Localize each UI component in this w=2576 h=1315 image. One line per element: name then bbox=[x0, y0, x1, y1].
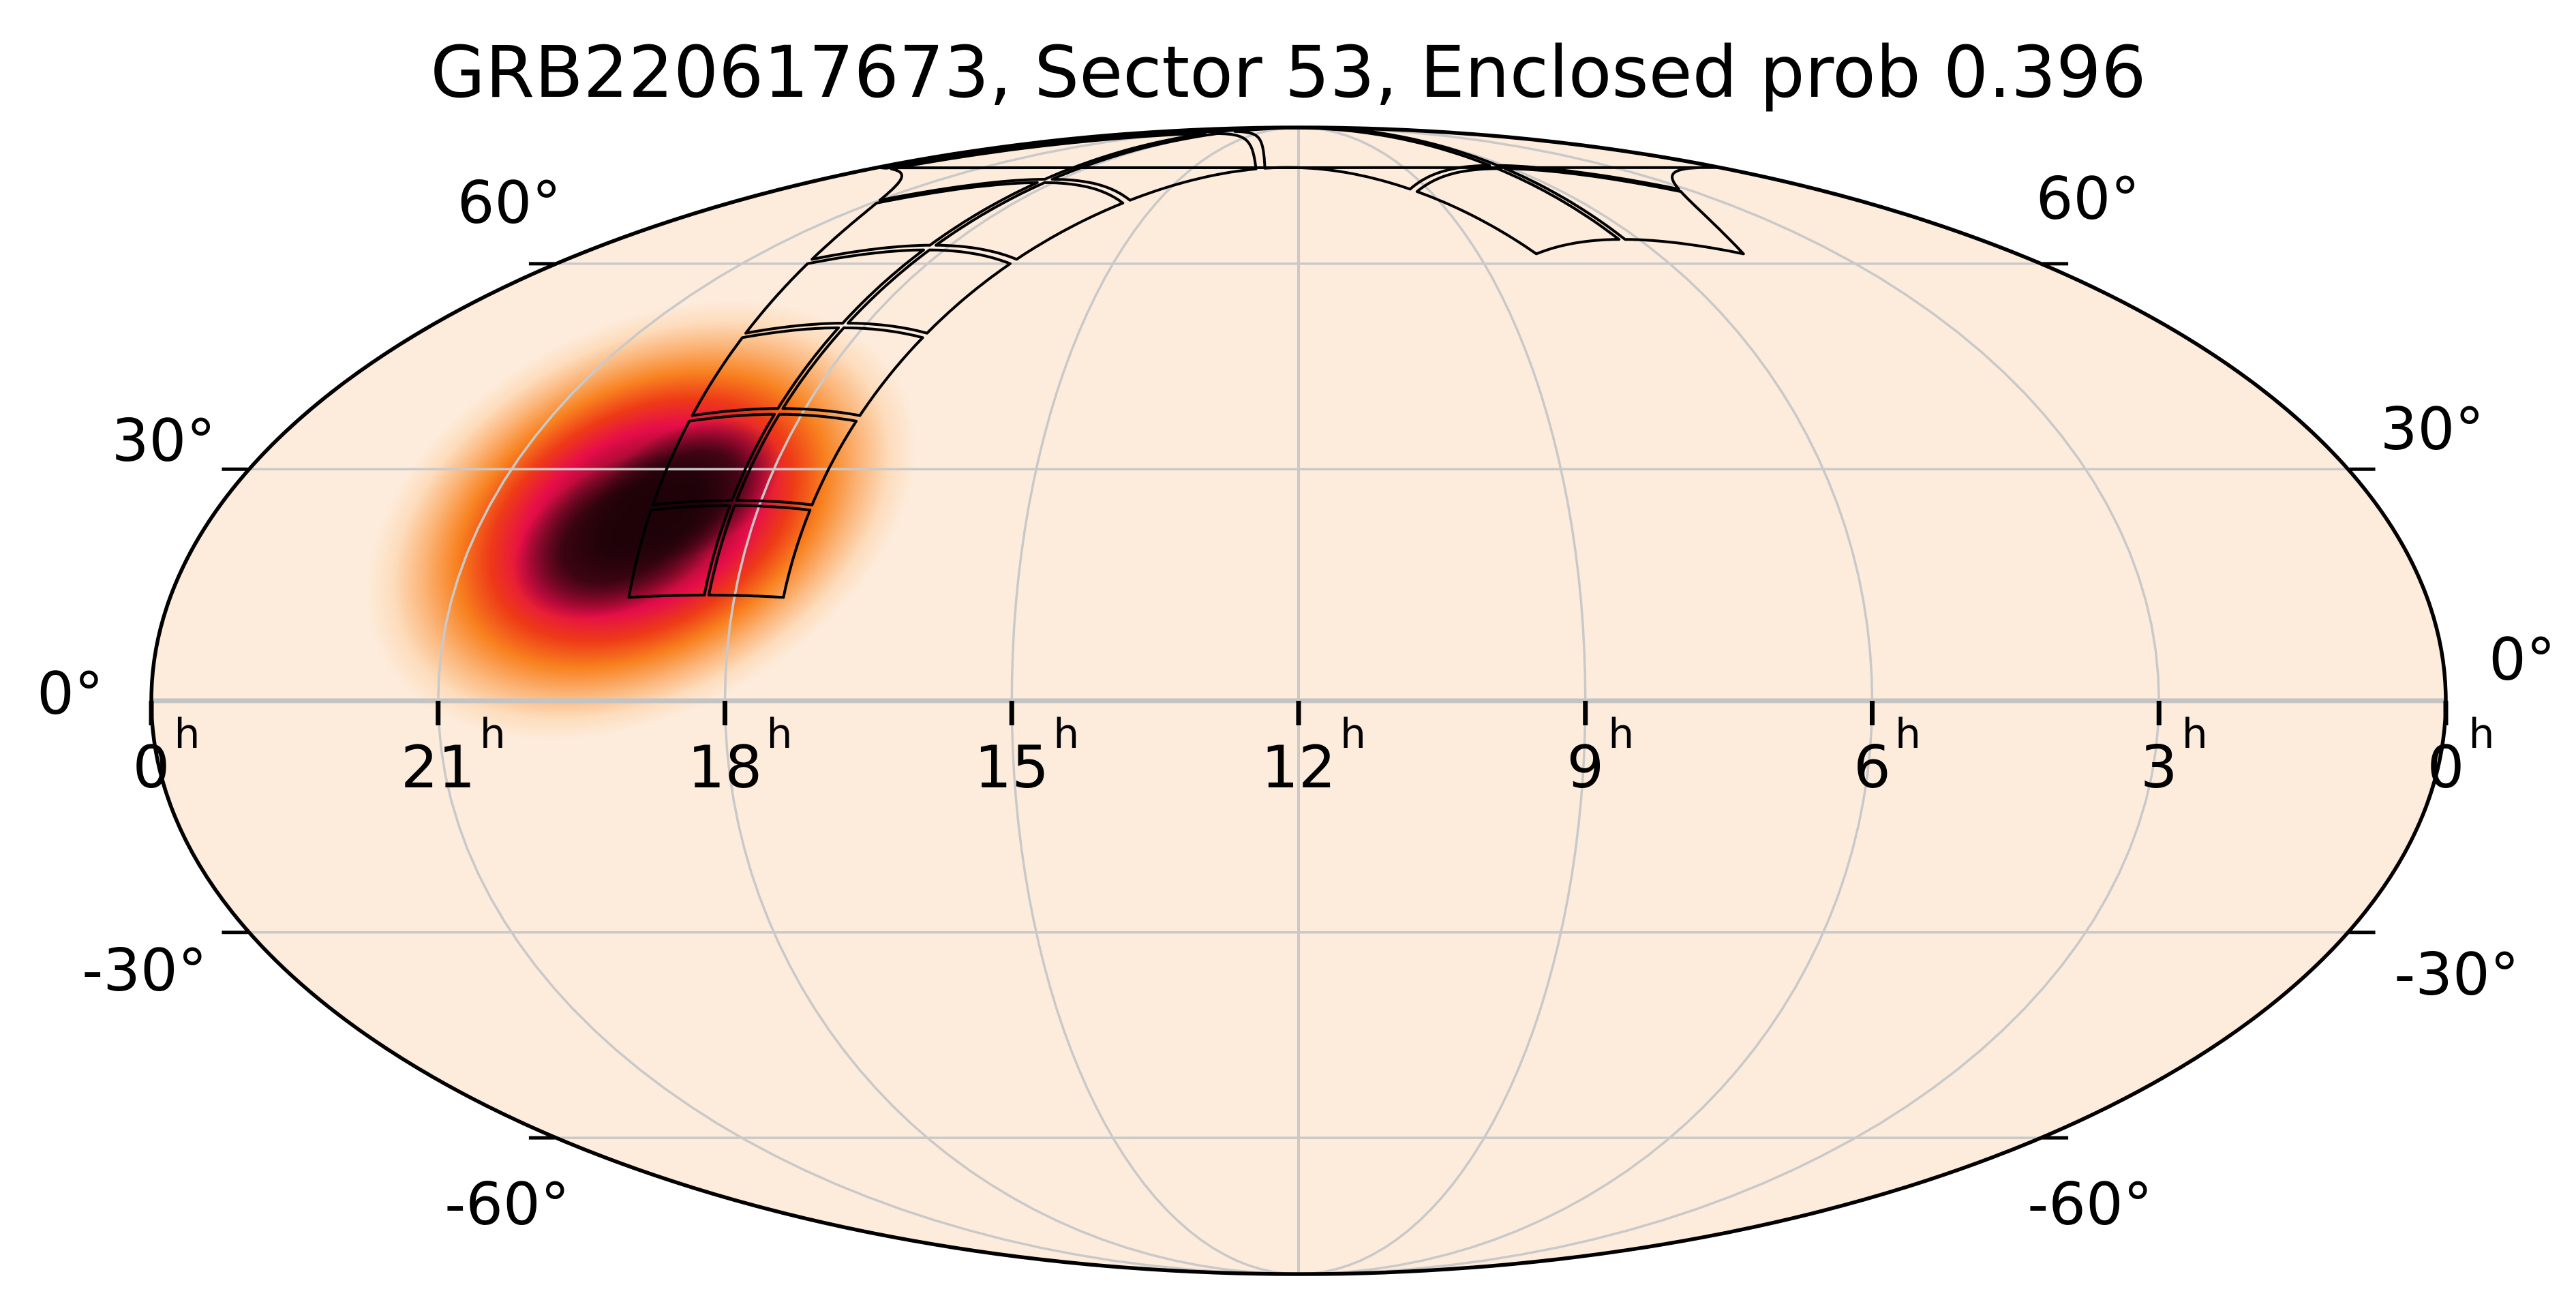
ccd-outline-cam2-4 bbox=[744, 248, 925, 335]
dec-label-left--30: -30° bbox=[82, 937, 207, 1005]
ra-label-6-superscript: h bbox=[1895, 710, 1921, 758]
ra-label-8-superscript: h bbox=[2468, 710, 2494, 758]
ccd-outline-cam3-1 bbox=[935, 181, 1125, 261]
ra-label-1-21h: 21 bbox=[401, 734, 475, 802]
dec-label-left-60: 60° bbox=[457, 169, 561, 237]
ra-label-1-superscript: h bbox=[480, 710, 506, 758]
dec-label-left--60: -60° bbox=[444, 1170, 569, 1239]
probability-blob-group bbox=[365, 299, 918, 741]
ra-label-5-9h: 9 bbox=[1566, 734, 1604, 802]
ra-label-2-18h: 18 bbox=[688, 734, 762, 802]
ra-label-0-0h: 0 bbox=[133, 734, 170, 802]
ccd-outline-cam3-4 bbox=[878, 132, 1207, 202]
ccd-outline-cam1-3 bbox=[735, 412, 858, 507]
ra-label-3-superscript: h bbox=[1053, 710, 1079, 758]
ccd-outline-cam2-1 bbox=[781, 326, 924, 417]
axis-labels-layer: 0 h 21 h 18 h 15 h 12 h 9 h 6 h 3 h 0 h60°30°0°-30°-60°60… bbox=[37, 165, 2556, 1239]
dec-label-right-0: 0° bbox=[2489, 626, 2556, 694]
ccd-outline-cam4-4 bbox=[1503, 167, 1745, 256]
ra-label-4-12h: 12 bbox=[1261, 734, 1335, 802]
ra-label-7-3h: 3 bbox=[2140, 734, 2178, 802]
tick-marks-layer bbox=[149, 262, 2449, 1140]
probability-blob-core-1 bbox=[590, 419, 781, 566]
ccd-outline-cam2-3 bbox=[847, 248, 1012, 335]
ccd-outline-cam1-1 bbox=[707, 504, 812, 599]
ra-label-4-superscript: h bbox=[1340, 710, 1366, 758]
ra-label-3-15h: 15 bbox=[975, 734, 1049, 802]
ccd-outline-cam3-2 bbox=[810, 181, 1039, 261]
ra-label-8-0h: 0 bbox=[2427, 734, 2465, 802]
ra-label-0-superscript: h bbox=[175, 710, 200, 758]
ccd-outline-cam1-2 bbox=[627, 504, 731, 599]
figure-title: GRB220617673, Sector 53, Enclosed prob 0… bbox=[430, 31, 2146, 114]
ra-label-5-superscript: h bbox=[1608, 710, 1634, 758]
camera-footprint-layer bbox=[627, 126, 1745, 599]
ra-label-7-superscript: h bbox=[2182, 710, 2208, 758]
dec-label-left-0: 0° bbox=[37, 660, 104, 728]
ra-label-2-superscript: h bbox=[767, 710, 793, 758]
probability-blob-layer bbox=[365, 299, 918, 741]
dec-label-left-30: 30° bbox=[112, 407, 215, 475]
ccd-outline-cam4-2 bbox=[879, 126, 1719, 191]
dec-label-right--30: -30° bbox=[2394, 941, 2519, 1009]
ccd-outline-cam4-3 bbox=[1415, 167, 1621, 256]
ccd-outline-cam1-4 bbox=[651, 412, 776, 507]
dec-label-right-60: 60° bbox=[2036, 165, 2140, 233]
dec-label-right-30: 30° bbox=[2380, 395, 2484, 464]
ccd-outline-cam2-2 bbox=[691, 326, 840, 417]
ccd-outline-cam4-1 bbox=[1233, 126, 1491, 191]
ra-label-6-6h: 6 bbox=[1853, 734, 1891, 802]
dec-label-right--60: -60° bbox=[2027, 1170, 2152, 1239]
